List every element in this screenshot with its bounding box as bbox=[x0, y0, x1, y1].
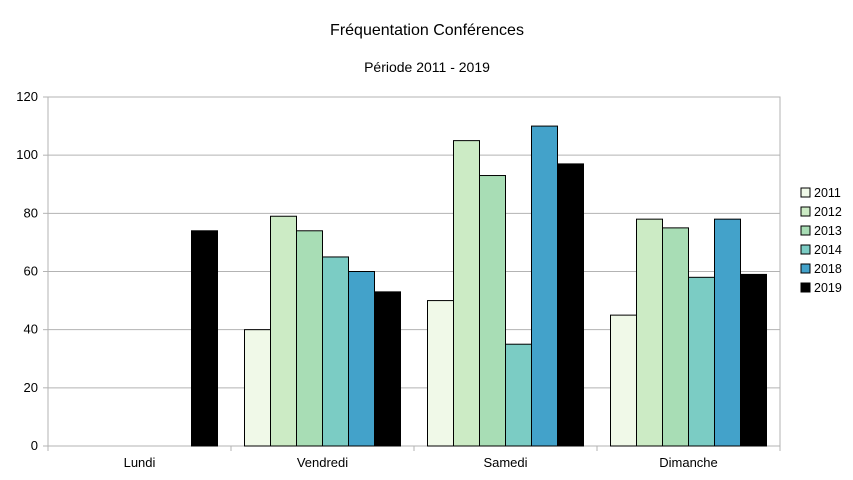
bar-2014-dimanche bbox=[688, 276, 715, 447]
chart-title: Fréquentation Conférences bbox=[330, 22, 524, 39]
bar-2013-dimanche bbox=[662, 227, 689, 447]
legend-label-2019: 2019 bbox=[814, 281, 842, 295]
x-tick-label: Dimanche bbox=[659, 455, 718, 470]
legend-swatch-2013 bbox=[800, 225, 811, 236]
bar-2013-samedi bbox=[479, 175, 506, 447]
legend-swatch-2011 bbox=[800, 187, 811, 198]
legend-swatch-2014 bbox=[800, 244, 811, 255]
bar-2019-dimanche bbox=[740, 273, 767, 447]
bar-2011-dimanche bbox=[610, 314, 637, 447]
bar-2012-vendredi bbox=[270, 215, 297, 447]
legend-label-2012: 2012 bbox=[814, 205, 842, 219]
bar-2019-samedi bbox=[557, 163, 584, 447]
bar-2019-lundi bbox=[191, 230, 218, 447]
y-tick-label: 100 bbox=[16, 147, 38, 162]
y-tick-label: 20 bbox=[24, 380, 38, 395]
bar-2011-vendredi bbox=[244, 329, 271, 447]
bar-2018-vendredi bbox=[348, 271, 375, 447]
bar-2019-vendredi bbox=[374, 291, 401, 447]
x-tick-label: Vendredi bbox=[297, 455, 348, 470]
legend-swatch-2018 bbox=[800, 263, 811, 274]
plot-area: 0 20 40 60 80 100 120 Lundi Vendredi Samedi Dimanc… bbox=[16, 89, 781, 470]
legend: 2011 2012 2013 2014 2018 2019 bbox=[800, 186, 842, 295]
legend-label-2011: 2011 bbox=[814, 186, 841, 200]
legend-swatch-2019 bbox=[800, 282, 811, 293]
bar-2013-vendredi bbox=[296, 230, 323, 447]
y-tick-label: 60 bbox=[24, 264, 38, 279]
x-tick-label: Lundi bbox=[124, 455, 156, 470]
y-tick-label: 120 bbox=[16, 89, 38, 104]
legend-label-2014: 2014 bbox=[814, 243, 842, 257]
legend-swatch-2012 bbox=[800, 206, 811, 217]
bar-2018-dimanche bbox=[714, 218, 741, 447]
bar-2012-samedi bbox=[453, 140, 480, 447]
y-tick-label: 80 bbox=[24, 205, 38, 220]
x-tick-label: Samedi bbox=[483, 455, 527, 470]
bar-2012-dimanche bbox=[636, 218, 663, 447]
bar-2018-samedi bbox=[531, 125, 558, 447]
y-tick-label: 40 bbox=[24, 322, 38, 337]
bar-2011-samedi bbox=[427, 300, 454, 447]
legend-label-2013: 2013 bbox=[814, 224, 842, 238]
y-tick-label: 0 bbox=[31, 438, 38, 453]
bar-2014-samedi bbox=[505, 343, 532, 447]
chart-subtitle: Période 2011 - 2019 bbox=[364, 59, 490, 75]
legend-label-2018: 2018 bbox=[814, 262, 842, 276]
bar-2014-vendredi bbox=[322, 256, 349, 447]
